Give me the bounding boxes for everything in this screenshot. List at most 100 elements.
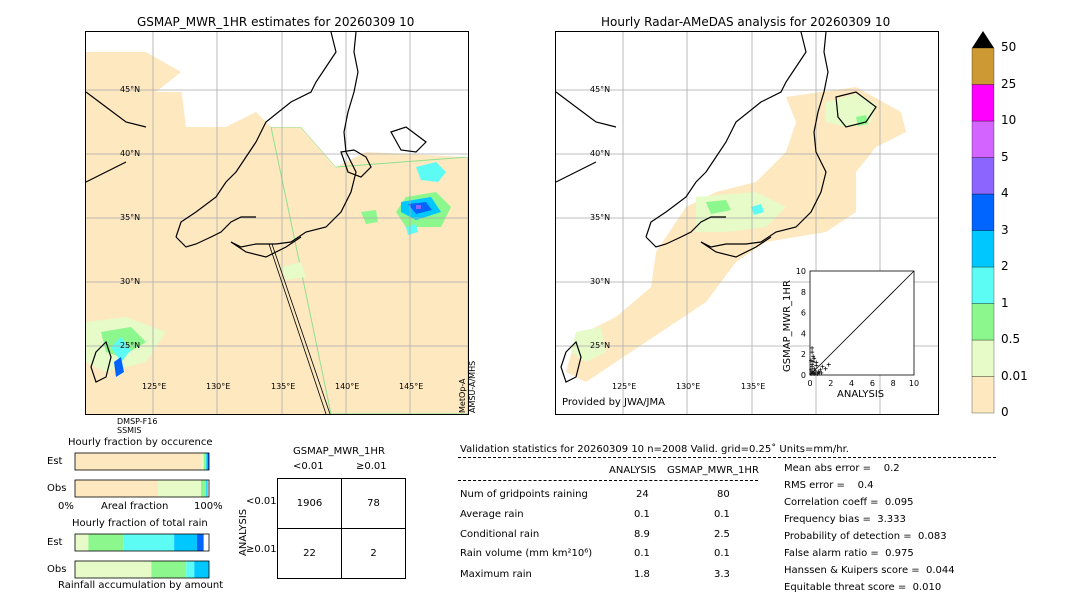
scatter-point: [812, 366, 817, 371]
right-lat-label-35: 35°N: [590, 213, 611, 222]
left-lat-label-30: 30°N: [120, 277, 141, 286]
left-lon-label-140: 140°E: [335, 382, 360, 391]
bar-segment: [151, 561, 187, 578]
bar-segment: [200, 453, 204, 470]
right-lon-label-135: 135°E: [741, 382, 766, 391]
score-line: Mean abs error = 0.2: [784, 463, 900, 474]
colorbar-tick-label: 0.01: [1001, 368, 1028, 383]
occurence-bars: [74, 452, 210, 498]
right-lon-label-130: 130°E: [676, 382, 701, 391]
scatter-y-tick: 2: [801, 350, 806, 359]
bar-frame: [74, 479, 210, 498]
stat-label: Rain volume (mm km²10⁶): [460, 548, 593, 559]
colorbar-segment: [971, 120, 995, 158]
left-map-title: GSMAP_MWR_1HR estimates for 20260309 10: [137, 15, 415, 29]
right-lon-label-125: 125°E: [612, 382, 637, 391]
contingency-cell: 2: [341, 528, 406, 579]
occurence-xlabel: Areal fraction: [101, 501, 169, 512]
scatter-xlabel: ANALYSIS: [837, 389, 885, 400]
scatter-point: [818, 367, 823, 372]
bar-segment: [75, 480, 159, 497]
scatter-diagonal: [809, 270, 915, 376]
score-line: Equitable threat score = 0.010: [784, 582, 942, 593]
bar-segment: [186, 561, 195, 578]
bar-segment: [207, 453, 209, 470]
occurence-obs-label: Obs: [47, 483, 67, 494]
occurence-tick-0: 0%: [58, 501, 74, 512]
colorbar-segment: [971, 303, 995, 341]
scatter-y-tick: 0: [801, 371, 806, 380]
score-line: False alarm ratio = 0.975: [784, 548, 914, 559]
stat-gsmap: 3.3: [714, 569, 730, 580]
left-lon-label-125: 125°E: [142, 382, 167, 391]
score-line: Correlation coeff = 0.095: [784, 497, 914, 508]
bar-segment: [204, 480, 207, 497]
scatter-point: [811, 359, 816, 364]
scatter-point: [809, 367, 814, 372]
scatter-y-tick: 10: [796, 267, 806, 276]
colorbar: [971, 31, 995, 414]
left-map-canvas: [86, 32, 468, 414]
left-lon-label-145: 145°E: [399, 382, 424, 391]
validation-col-divider: [458, 480, 758, 481]
contingency-row-header-ge: ≥0.01: [246, 544, 277, 555]
rain-obs-label: Obs: [47, 564, 67, 575]
validation-col-gsmap: GSMAP_MWR_1HR: [667, 465, 759, 476]
left-lon-label-130: 130°E: [206, 382, 231, 391]
validation-col-analysis: ANALYSIS: [609, 465, 657, 476]
bar-segment: [174, 534, 197, 551]
scatter-point: [809, 358, 814, 363]
bar-segment: [200, 480, 205, 497]
colorbar-segment: [971, 47, 995, 85]
stat-gsmap: 0.1: [714, 509, 730, 520]
scatter-x-tick: 2: [828, 379, 833, 388]
scatter-point: [826, 362, 831, 367]
score-line: Probability of detection = 0.083: [784, 531, 947, 542]
rain-fraction-title: Hourly fraction of total rain: [72, 518, 208, 529]
stat-analysis: 1.8: [634, 569, 650, 580]
scatter-point: [820, 364, 825, 369]
bar-segment: [206, 453, 208, 470]
rain-est-label: Est: [47, 537, 63, 548]
score-line: Hanssen & Kuipers score = 0.044: [784, 565, 955, 576]
left-lat-label-35: 35°N: [120, 213, 141, 222]
colorbar-over-arrow: [972, 31, 994, 48]
left-lat-label-40: 40°N: [120, 149, 141, 158]
scatter-y-tick: 6: [801, 309, 806, 318]
scatter-point: [810, 350, 815, 355]
colorbar-tick-label: 50: [1001, 40, 1017, 54]
bar-segment: [158, 480, 201, 497]
occurence-est-label: Est: [47, 456, 63, 467]
bar-segment: [75, 453, 201, 470]
colorbar-tick-label: 1: [1001, 295, 1009, 310]
scatter-x-tick: 8: [891, 379, 896, 388]
scatter-point: [814, 360, 819, 365]
colorbar-tick-label: 5: [1001, 149, 1009, 164]
colorbar-tick-label: 3: [1001, 222, 1009, 237]
bar-segment: [204, 453, 207, 470]
bar-frame: [74, 533, 210, 552]
contingency-col-header-ge: ≥0.01: [356, 461, 387, 472]
stat-analysis: 0.1: [634, 509, 650, 520]
scatter-point: [823, 366, 828, 371]
bar-frame: [74, 452, 210, 471]
contingency-cell: 78: [341, 478, 406, 529]
score-line: Frequency bias = 3.333: [784, 514, 906, 525]
validation-divider: [458, 457, 996, 458]
stat-label: Average rain: [460, 509, 524, 520]
sensor-label-amsu: AMSU-A/MHS: [468, 360, 477, 413]
scatter-point: [812, 371, 817, 376]
sensor-label-metop: MetOp-A: [458, 378, 467, 413]
colorbar-tick-label: 10: [1001, 113, 1017, 127]
credit-label: Provided by JWA/JMA: [562, 397, 665, 408]
occurence-title: Hourly fraction by occurence: [68, 437, 213, 448]
sensor-label-dmsp: DMSP-F16: [117, 417, 158, 426]
rain-fraction-xlabel: Rainfall accumulation by amount: [58, 580, 224, 591]
scatter-point: [810, 364, 815, 369]
contingency-cell: 22: [277, 528, 342, 579]
scatter-ylabel: GSMAP_MWR_1HR: [782, 280, 793, 372]
occurence-tick-100: 100%: [194, 501, 223, 512]
scatter-point: [811, 354, 816, 359]
scatter-x-tick: 0: [807, 379, 812, 388]
contingency-cell: 1906: [277, 478, 342, 529]
